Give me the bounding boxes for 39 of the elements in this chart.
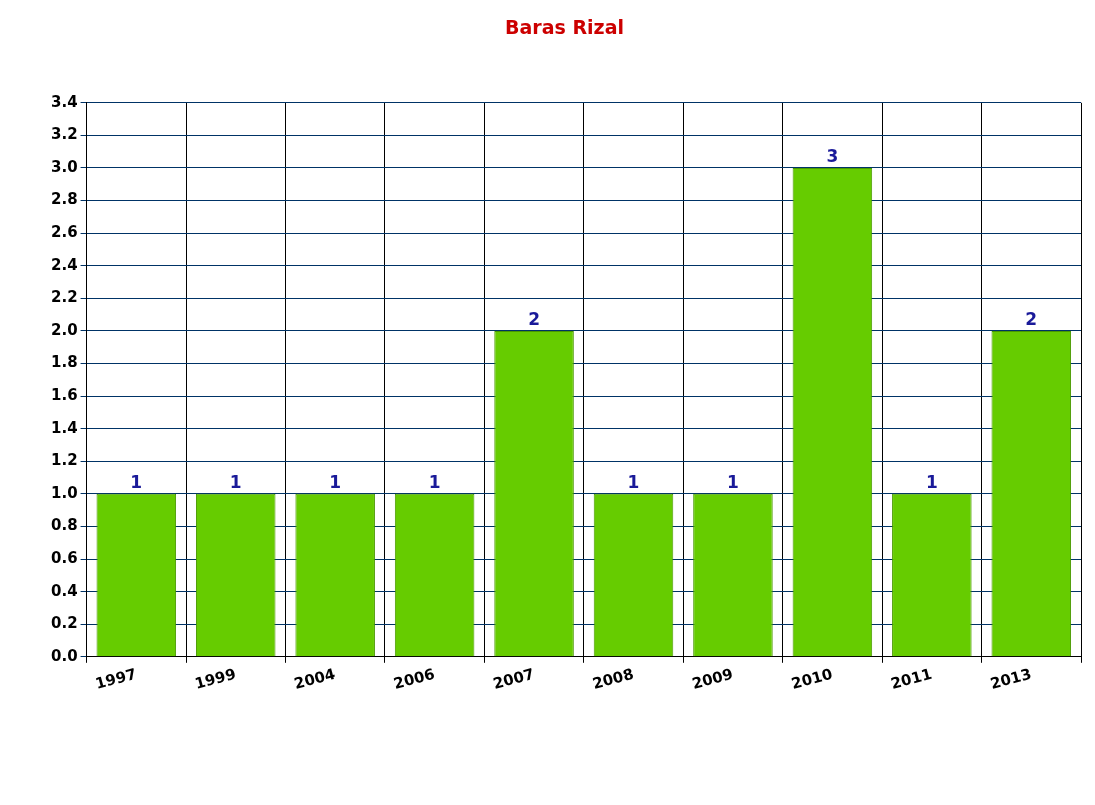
data-label: 1 bbox=[229, 471, 242, 492]
y-tick-label: 2.6 bbox=[50, 223, 78, 242]
y-tick-label: 0.2 bbox=[50, 614, 78, 633]
y-tick-label: 3.2 bbox=[50, 125, 78, 144]
y-tick-label: 2.4 bbox=[50, 255, 78, 274]
data-label: 1 bbox=[925, 471, 938, 492]
x-tick-label: 1997 bbox=[93, 664, 139, 693]
y-tick-label: 0.0 bbox=[50, 646, 78, 665]
data-label: 1 bbox=[130, 471, 143, 492]
y-tick-label: 3.0 bbox=[50, 157, 78, 176]
x-tick-label: 2006 bbox=[391, 664, 437, 693]
x-tick-label: 1999 bbox=[192, 664, 238, 693]
data-label: 1 bbox=[329, 471, 342, 492]
data-label: 2 bbox=[528, 308, 540, 329]
y-tick-label: 1.6 bbox=[50, 385, 78, 404]
y-tick-label: 1.0 bbox=[50, 483, 78, 502]
y-tick-label: 1.2 bbox=[50, 451, 78, 470]
data-label: 1 bbox=[627, 471, 640, 492]
x-tick-label: 2011 bbox=[888, 664, 934, 693]
x-tick-label: 2004 bbox=[292, 664, 338, 693]
x-tick-label: 2010 bbox=[789, 664, 835, 693]
y-tick-label: 0.6 bbox=[50, 548, 78, 567]
data-label: 1 bbox=[428, 471, 441, 492]
x-tick-label: 2009 bbox=[690, 664, 735, 693]
y-tick-label: 2.2 bbox=[50, 288, 78, 307]
y-tick-label: 3.4 bbox=[50, 92, 78, 111]
y-tick-label: 1.4 bbox=[50, 418, 78, 437]
y-tick-label: 2.8 bbox=[50, 190, 78, 209]
y-tick-label: 1.8 bbox=[50, 353, 78, 372]
chart-title: Baras Rizal bbox=[505, 16, 624, 39]
y-tick-label: 0.4 bbox=[50, 581, 78, 600]
data-label: 3 bbox=[826, 145, 839, 166]
y-tick-label: 0.8 bbox=[50, 516, 78, 535]
y-tick-label: 2.0 bbox=[50, 320, 78, 339]
x-tick-label: 2007 bbox=[491, 664, 537, 693]
x-tick-label: 2008 bbox=[590, 664, 636, 693]
data-label: 2 bbox=[1025, 308, 1038, 329]
x-tick-label: 2013 bbox=[988, 664, 1034, 693]
data-label: 1 bbox=[727, 471, 739, 492]
